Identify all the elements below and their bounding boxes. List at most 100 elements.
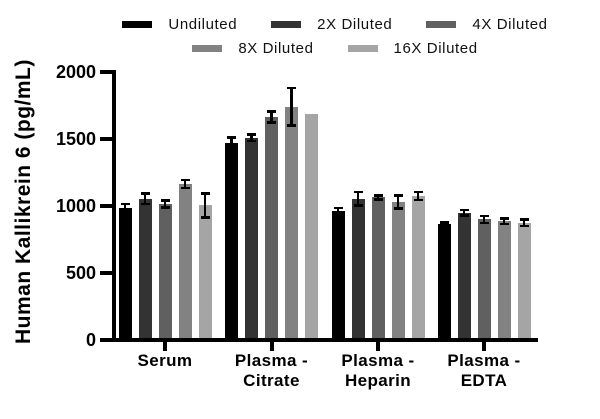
error-bar-stem (502, 218, 506, 225)
error-bar-stem (522, 219, 526, 227)
error-bar-stem (290, 88, 293, 126)
error-bar-bottom-cap (519, 224, 529, 228)
y-axis-tick (100, 204, 112, 208)
error-bar-top-cap (180, 178, 190, 182)
error-bar-top-cap (120, 202, 130, 206)
bar-4x-diluted-plasma-heparin (371, 197, 385, 338)
x-axis-line (112, 338, 538, 342)
bar-undiluted-plasma-citrate (225, 143, 238, 338)
bar-4x-diluted-plasma-edta (477, 219, 491, 338)
legend-label: Undiluted (168, 16, 238, 33)
error-bar-top-cap (353, 190, 363, 194)
error-bar-bottom-cap (287, 124, 296, 127)
error-bar-top-cap (267, 110, 276, 113)
legend-label: 16X Diluted (393, 40, 478, 57)
bar-16x-diluted-plasma-heparin (411, 195, 425, 338)
x-axis-tick (482, 342, 486, 351)
x-axis-tick (163, 342, 167, 351)
legend-item-2x-diluted: 2X Diluted (271, 16, 392, 33)
error-bar-top-cap (140, 192, 150, 195)
bar-2x-diluted-plasma-edta (457, 212, 471, 338)
legend-item-undiluted: Undiluted (122, 16, 237, 33)
error-bar-top-cap (499, 217, 509, 220)
error-bar-bottom-cap (439, 224, 449, 227)
y-axis-tick (100, 271, 112, 275)
error-bar-bottom-cap (499, 222, 509, 226)
legend-row: 8X Diluted 16X Diluted (105, 40, 565, 57)
bar-undiluted-plasma-heparin (331, 210, 345, 338)
legend-swatch-icon (271, 21, 302, 28)
error-bar-top-cap (247, 133, 256, 136)
error-bar-top-cap (519, 218, 529, 221)
error-bar-bottom-cap (180, 186, 190, 190)
legend-item-4x-diluted: 4X Diluted (426, 16, 547, 33)
bar-8x-diluted-plasma-edta (497, 221, 511, 338)
x-axis-tick (376, 342, 380, 351)
error-bar-top-cap (333, 206, 343, 210)
error-bar-bottom-cap (247, 139, 256, 143)
y-axis-tick (100, 137, 112, 141)
error-bar-stem (183, 179, 187, 188)
bar-8x-diluted-plasma-heparin (391, 201, 405, 338)
y-axis-tick (100, 338, 112, 342)
error-bar-top-cap (439, 221, 449, 224)
legend-swatch-icon (122, 21, 153, 28)
error-bar-stem (270, 111, 273, 123)
error-bar-bottom-cap (227, 147, 236, 150)
error-bar-stem (250, 134, 253, 141)
error-bar-top-cap (459, 208, 469, 212)
legend-row: Undiluted 2X Diluted 4X Diluted (105, 16, 565, 33)
error-bar-stem (230, 137, 233, 149)
y-axis-tick-label: 1000 (55, 196, 96, 216)
chart-legend: Undiluted 2X Diluted 4X Diluted 8X Diluted 1… (105, 16, 565, 57)
bar-2x-diluted-plasma-heparin (351, 198, 365, 338)
legend-item-16x-diluted: 16X Diluted (347, 40, 478, 57)
x-category-label-serum: Serum (137, 351, 193, 370)
y-axis-tick-label: 1500 (55, 129, 96, 149)
error-bar-bottom-cap (479, 221, 489, 224)
error-bar-stem (482, 216, 486, 223)
x-category-label-plasma-edta: Plasma - EDTA (447, 351, 521, 390)
error-bar-top-cap (393, 194, 403, 197)
error-bar-stem (143, 193, 147, 204)
y-axis-tick-label: 500 (65, 263, 96, 283)
bar-2x-diluted-serum (138, 198, 152, 338)
error-bar-bottom-cap (267, 121, 276, 124)
error-bar-bottom-cap (353, 204, 363, 207)
y-axis-tick-label: 0 (85, 330, 96, 350)
bar-undiluted-plasma-edta (437, 224, 451, 338)
bar-4x-diluted-plasma-citrate (265, 116, 278, 338)
y-axis-line (112, 70, 116, 342)
y-axis-tick-label: 2000 (55, 62, 96, 82)
error-bar-top-cap (413, 190, 423, 194)
error-bar-bottom-cap (140, 202, 150, 206)
error-bar-stem (416, 191, 420, 200)
error-bar-bottom-cap (200, 216, 210, 219)
legend-swatch-icon (347, 45, 378, 52)
legend-swatch-icon (192, 45, 223, 52)
error-bar-bottom-cap (413, 198, 423, 202)
error-bar-bottom-cap (393, 207, 403, 210)
legend-label: 4X Diluted (472, 16, 548, 33)
bar-8x-diluted-serum (178, 183, 192, 338)
bar-2x-diluted-plasma-citrate (245, 137, 258, 338)
error-bar-stem (396, 195, 400, 209)
legend-label: 8X Diluted (238, 40, 314, 57)
error-bar-top-cap (160, 199, 170, 202)
error-bar-stem (462, 210, 466, 216)
error-bar-bottom-cap (120, 210, 130, 214)
error-bar-top-cap (479, 214, 489, 218)
error-bar-bottom-cap (373, 198, 383, 201)
error-bar-top-cap (373, 194, 383, 197)
error-bar-stem (336, 208, 340, 214)
legend-swatch-icon (426, 21, 457, 28)
error-bar-stem (442, 222, 446, 226)
error-bar-top-cap (287, 86, 296, 90)
error-bar-stem (123, 204, 127, 213)
bar-undiluted-serum (118, 208, 132, 338)
error-bar-bottom-cap (160, 206, 170, 209)
x-category-label-plasma-citrate: Plasma - Citrate (234, 351, 309, 390)
error-bar-stem (356, 191, 360, 206)
error-bar-stem (203, 193, 207, 218)
